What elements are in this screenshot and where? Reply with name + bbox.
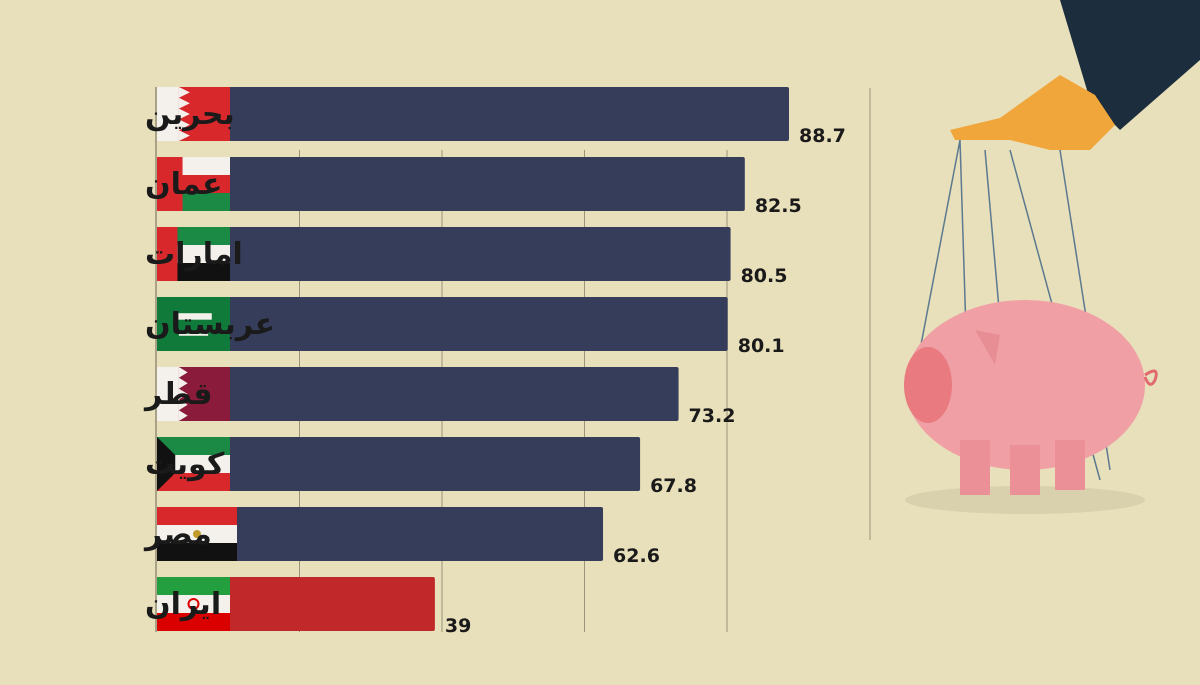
- value-label: 73.2: [689, 405, 736, 427]
- flag-part: [157, 227, 178, 281]
- flag-part: [157, 437, 230, 455]
- category-label: عربستان: [145, 307, 275, 342]
- flag-kuwait-icon: [157, 437, 230, 491]
- category-label: قطر: [143, 377, 213, 412]
- category-label: مصر: [143, 517, 212, 552]
- flag-part: [157, 437, 176, 491]
- bar-row: عمان 82.5: [145, 157, 802, 217]
- value-label: 80.5: [741, 265, 788, 287]
- bar: [157, 507, 604, 561]
- flag-oman-icon: [157, 157, 230, 211]
- flag-qatar-icon: [157, 367, 230, 421]
- bar: [157, 367, 679, 421]
- flag-part: [157, 543, 237, 561]
- value-label: 88.7: [799, 125, 846, 147]
- value-label: 67.8: [650, 475, 697, 497]
- flag-eagle: [193, 530, 201, 538]
- flag-part: [177, 245, 230, 263]
- bar-row: ایران 39: [145, 577, 471, 637]
- flag-part: [157, 507, 237, 525]
- bar: [157, 437, 641, 491]
- category-label: ایران: [145, 587, 221, 622]
- flag-part: [157, 297, 230, 351]
- flag-part: [177, 263, 230, 281]
- bar-row: عربستان 80.1: [145, 297, 785, 357]
- category-label: کویت: [145, 447, 225, 482]
- puppet-piggy-bank-illustration: [869, 0, 1200, 540]
- flag-part: [157, 595, 230, 613]
- flag-part: [177, 227, 230, 245]
- bar-row: قطر 73.2: [143, 367, 735, 427]
- flag-part: [157, 87, 179, 141]
- flag-part: [182, 157, 230, 175]
- flag-saudi-arabia-icon: [157, 297, 230, 351]
- category-label: بحرین: [145, 97, 235, 132]
- bar: [157, 157, 745, 211]
- flag-uae-icon: [157, 227, 230, 281]
- value-label: 82.5: [755, 195, 802, 217]
- value-label: 80.1: [738, 335, 785, 357]
- flag-emblem: [187, 598, 200, 610]
- flag-part: [178, 87, 190, 141]
- flag-part: [157, 613, 230, 631]
- value-label: 39: [445, 615, 471, 637]
- flag-part: [178, 367, 188, 421]
- bar-chart: بحرین88.7عمان82.5امارات80.5عربستان80.1قط…: [143, 87, 846, 637]
- flag-iran-icon: [157, 577, 230, 631]
- bar-row: امارات 80.5: [145, 227, 787, 287]
- flag-part: [182, 193, 230, 211]
- flag-part: [157, 473, 230, 491]
- bar: [157, 297, 728, 351]
- bar: [157, 227, 731, 281]
- bar-row: کویت 67.8: [145, 437, 697, 497]
- flag-part: [157, 577, 230, 595]
- value-label: 62.6: [613, 545, 660, 567]
- bar-row: بحرین 88.7: [145, 87, 846, 147]
- bar-row: مصر 62.6: [143, 507, 660, 567]
- category-label: امارات: [145, 237, 243, 272]
- bar: [157, 87, 789, 141]
- flag-bahrain-icon: [157, 87, 230, 141]
- flag-inscription: [175, 313, 212, 320]
- category-label: عمان: [145, 167, 222, 202]
- flag-part: [157, 367, 179, 421]
- flag-egypt-icon: [157, 507, 237, 561]
